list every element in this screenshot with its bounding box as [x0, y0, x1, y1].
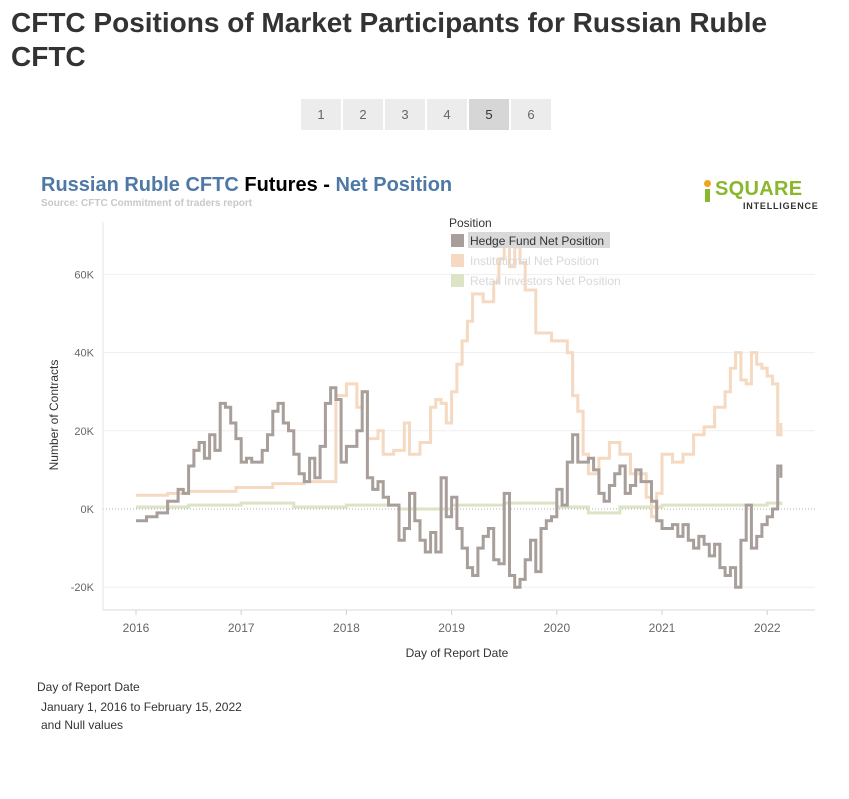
x-tick-label: 2017	[228, 621, 255, 635]
legend-item-hedge-fund: Hedge Fund Net Position	[470, 234, 604, 248]
chart-heading-futures: Futures -	[238, 174, 336, 196]
chart-source: Source: CFTC Commitment of traders repor…	[41, 198, 253, 209]
page-button-6[interactable]: 6	[511, 99, 551, 130]
x-tick-label: 2020	[543, 621, 570, 635]
page-button-1[interactable]: 1	[301, 99, 341, 130]
isquare-logo: SQUARE INTELLIGENCE	[703, 176, 818, 212]
x-axis-title: Day of Report Date	[406, 646, 509, 660]
x-tick-label: 2022	[754, 621, 781, 635]
page-title: CFTC Positions of Market Participants fo…	[11, 7, 768, 72]
logo-dot	[704, 180, 711, 187]
page-button-4[interactable]: 4	[427, 99, 467, 130]
y-tick-label: 0K	[81, 504, 95, 516]
y-tick-label: 20K	[74, 426, 94, 438]
dashboard-pager: 1 2 3 4 5 6	[301, 99, 551, 130]
y-axis-title: Number of Contracts	[47, 360, 61, 471]
legend-title: Position	[449, 216, 492, 230]
legend-swatch-institutional	[451, 254, 464, 267]
legend-swatch-retail	[451, 274, 464, 287]
series-layer	[136, 233, 783, 589]
chart-heading-measure: Net Position	[335, 174, 453, 196]
page-button-5[interactable]: 5	[469, 99, 509, 130]
logo-i-icon	[703, 180, 712, 202]
filter-title: Day of Report Date	[37, 680, 140, 694]
logo-wordmark: SQUARE	[715, 178, 803, 200]
legend-swatch-hedge-fund	[451, 234, 464, 247]
chart-heading-currency: Russian Ruble CFTC	[41, 174, 239, 196]
legend-item-institutional: Institutional Net Position	[470, 254, 599, 268]
x-tick-label: 2016	[123, 621, 150, 635]
chart-heading: Russian Ruble CFTC Futures - Net Positio…	[41, 174, 452, 197]
series-hedge-fund-line	[136, 386, 783, 589]
y-tick-label: 60K	[74, 269, 94, 281]
x-tick-label: 2021	[649, 621, 676, 635]
grid-layer	[103, 273, 815, 588]
y-tick-label: 40K	[74, 348, 94, 360]
logo-subtitle: INTELLIGENCE	[743, 201, 819, 211]
filter-null: and Null values	[41, 718, 124, 732]
logo-stem	[705, 189, 710, 202]
legend-item-retail: Retail Investors Net Position	[470, 274, 621, 288]
x-tick-label: 2018	[333, 621, 360, 635]
filter-value[interactable]: January 1, 2016 to February 15, 2022 and…	[41, 698, 242, 734]
axis-layer: -20K 0K 20K 40K 60K 2016 2017 2018 2019 2020 2021 2…	[47, 222, 815, 660]
page-button-3[interactable]: 3	[385, 99, 425, 130]
series-retail-line	[136, 501, 783, 515]
legend-layer: Position Hedge Fund Net Position Instituti…	[449, 216, 621, 288]
filter-range: January 1, 2016 to February 15, 2022	[41, 700, 242, 714]
y-tick-label: -20K	[71, 582, 95, 594]
x-tick-label: 2019	[438, 621, 465, 635]
legend-highlight	[468, 232, 610, 248]
page-button-2[interactable]: 2	[343, 99, 383, 130]
